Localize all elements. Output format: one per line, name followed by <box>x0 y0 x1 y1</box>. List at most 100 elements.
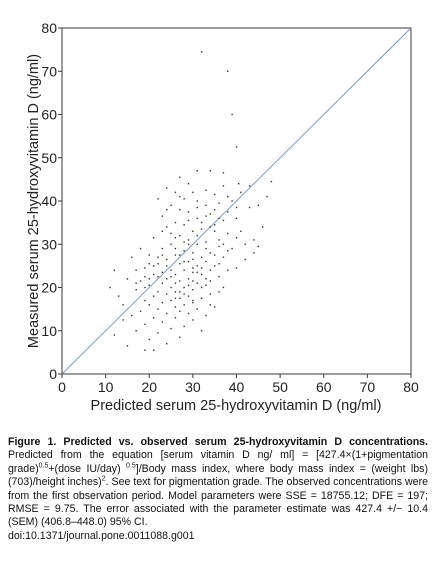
caption-title: Figure 1. Predicted vs. observed serum 2… <box>8 436 428 448</box>
data-point <box>192 301 194 304</box>
data-point <box>183 286 185 289</box>
data-point <box>244 243 246 245</box>
data-point <box>109 286 111 289</box>
data-point <box>235 237 238 239</box>
data-point <box>179 310 181 312</box>
data-point <box>192 230 194 232</box>
data-point <box>257 245 260 248</box>
data-point <box>200 286 203 289</box>
data-point <box>179 291 181 293</box>
data-point <box>157 198 159 200</box>
data-point <box>126 278 129 280</box>
data-point <box>166 226 168 228</box>
data-point <box>144 275 146 278</box>
figure-caption: Figure 1. Predicted vs. observed serum 2… <box>8 436 428 543</box>
caption-text-4: . See text for pigmentation grade. The o… <box>8 476 428 529</box>
y-tick-label: 0 <box>49 366 57 382</box>
data-point <box>174 297 177 300</box>
data-point <box>179 297 181 300</box>
data-point <box>222 256 225 258</box>
data-point <box>200 228 203 230</box>
x-tick-label: 60 <box>316 379 332 395</box>
data-point <box>161 321 164 323</box>
data-point <box>174 291 177 293</box>
data-point <box>192 267 194 269</box>
data-point <box>257 204 260 207</box>
data-point <box>126 345 129 347</box>
data-point <box>227 232 229 235</box>
data-point <box>161 301 164 304</box>
data-point <box>179 254 181 256</box>
caption-sup-1: 0.5 <box>38 462 49 470</box>
data-point <box>157 308 159 310</box>
data-point <box>139 280 142 282</box>
data-point <box>144 286 146 289</box>
data-point <box>148 304 150 306</box>
reference-line <box>61 27 412 375</box>
y-tick-label: 60 <box>41 107 57 123</box>
caption-text-2: +(dose IU/day) <box>48 462 127 475</box>
data-point <box>148 284 150 287</box>
data-point <box>196 243 198 245</box>
data-point <box>170 275 172 278</box>
y-tick-label: 10 <box>41 323 57 339</box>
data-point <box>209 304 212 306</box>
data-point <box>144 299 146 302</box>
data-point <box>187 278 190 280</box>
data-point <box>218 245 220 248</box>
data-point <box>135 282 137 284</box>
data-point <box>161 230 164 232</box>
data-point <box>248 206 251 209</box>
data-point <box>118 295 120 297</box>
data-point <box>135 288 137 291</box>
data-point <box>235 146 238 148</box>
data-point <box>240 230 242 232</box>
x-tick-label: 0 <box>58 379 66 395</box>
data-point <box>218 263 220 265</box>
data-point <box>183 304 185 306</box>
x-tick-label: 40 <box>229 379 245 395</box>
data-point <box>183 198 185 200</box>
caption-sup-2: 0.5 <box>126 462 136 470</box>
data-point <box>174 306 177 308</box>
x-tick-label: 50 <box>272 379 288 395</box>
data-point <box>205 260 207 263</box>
data-point <box>200 330 203 332</box>
data-point <box>179 263 181 265</box>
data-point <box>135 330 137 332</box>
data-point <box>157 256 159 258</box>
data-point <box>148 254 150 256</box>
data-point <box>174 282 177 284</box>
data-point <box>187 243 190 245</box>
data-point <box>170 269 172 271</box>
y-axis-label: Measured serum 25-hydroxyvitamin D (ng/m… <box>26 54 42 348</box>
data-point <box>196 282 198 284</box>
data-point <box>213 230 216 232</box>
data-point <box>183 293 185 295</box>
data-point <box>196 200 198 202</box>
data-point <box>213 265 216 267</box>
data-point <box>200 273 203 276</box>
data-point <box>200 267 203 269</box>
data-point <box>161 271 164 274</box>
data-point <box>205 189 207 191</box>
data-point <box>222 185 225 187</box>
data-point <box>231 200 233 202</box>
data-point <box>231 113 233 116</box>
data-point <box>174 247 177 250</box>
data-point <box>227 211 229 213</box>
data-point <box>152 265 155 267</box>
data-point <box>139 310 142 312</box>
data-point <box>157 263 159 265</box>
data-point <box>170 243 172 245</box>
data-point <box>244 258 246 261</box>
data-point <box>187 260 190 263</box>
data-point <box>196 217 198 219</box>
data-point <box>205 278 207 280</box>
data-point <box>179 195 181 198</box>
data-point <box>174 237 177 239</box>
data-point <box>122 319 124 321</box>
data-point <box>218 275 220 278</box>
data-point <box>144 267 146 269</box>
data-point <box>166 265 168 267</box>
